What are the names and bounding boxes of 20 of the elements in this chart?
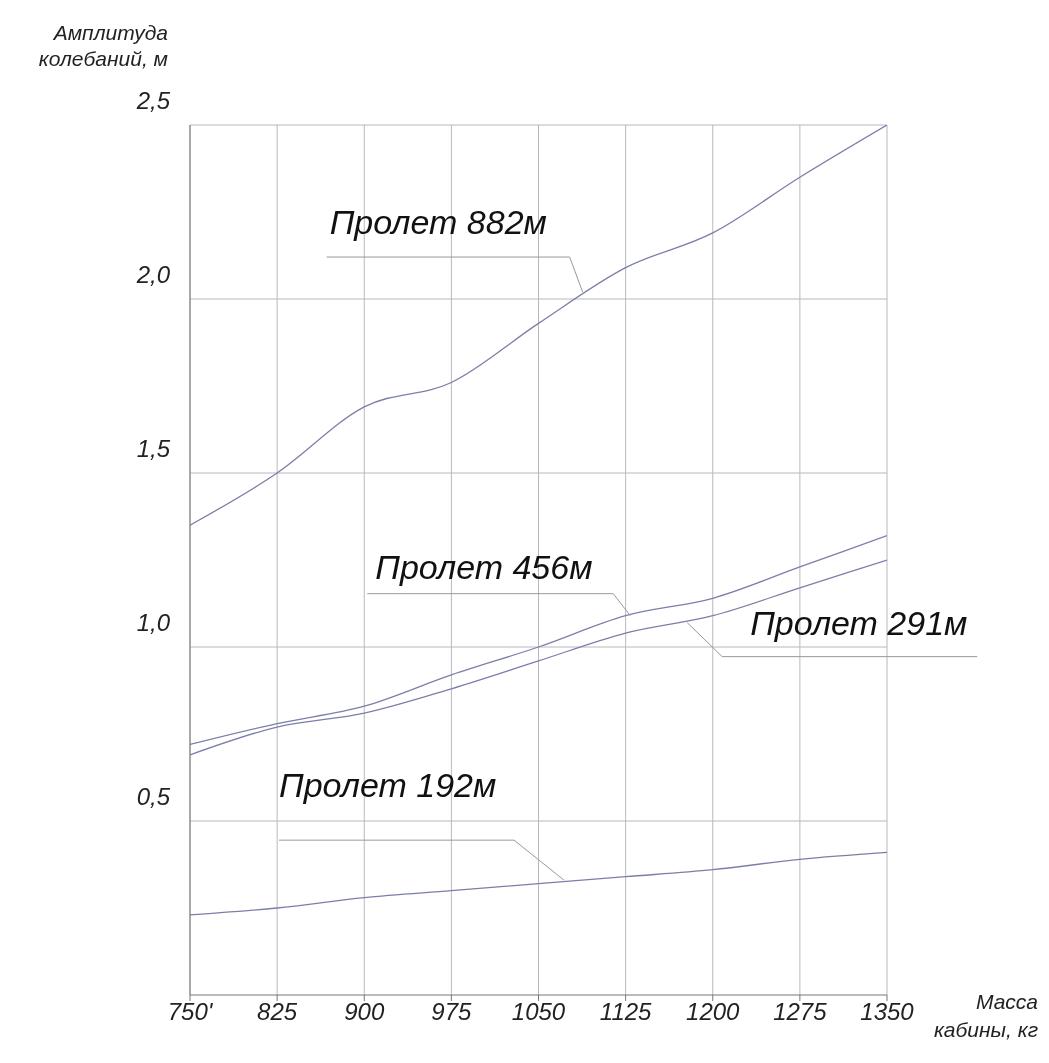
x-tick-label: 750'	[167, 998, 214, 1026]
x-axis-title: Масса кабины, кг	[933, 990, 1038, 1041]
x-tick-label: 900	[344, 998, 385, 1026]
y-tick-label: 1,5	[136, 435, 171, 462]
x-tick-label: 825	[257, 998, 298, 1026]
annotation: Пролет 192м	[279, 766, 497, 805]
y-tick-label: 2,5	[135, 87, 171, 114]
x-tick-label: 1275	[773, 998, 828, 1026]
y-tick-label: 0,5	[136, 783, 171, 810]
x-tick-label: 1350	[860, 998, 915, 1026]
y-tick-label: 2,0	[135, 261, 171, 288]
x-tick-label: 975	[431, 998, 473, 1026]
y-axis-title: Амплитуда колебаний, м	[38, 21, 168, 70]
annotation: Пролет 882м	[329, 203, 547, 242]
annotation: Пролет 456м	[375, 547, 593, 586]
annotation: Пролет 291м	[750, 603, 968, 642]
y-tick-label: 1,0	[136, 609, 171, 636]
x-tick-label: 1050	[511, 998, 566, 1026]
x-tick-label: 1200	[686, 998, 741, 1026]
x-tick-label: 1125	[599, 998, 653, 1026]
